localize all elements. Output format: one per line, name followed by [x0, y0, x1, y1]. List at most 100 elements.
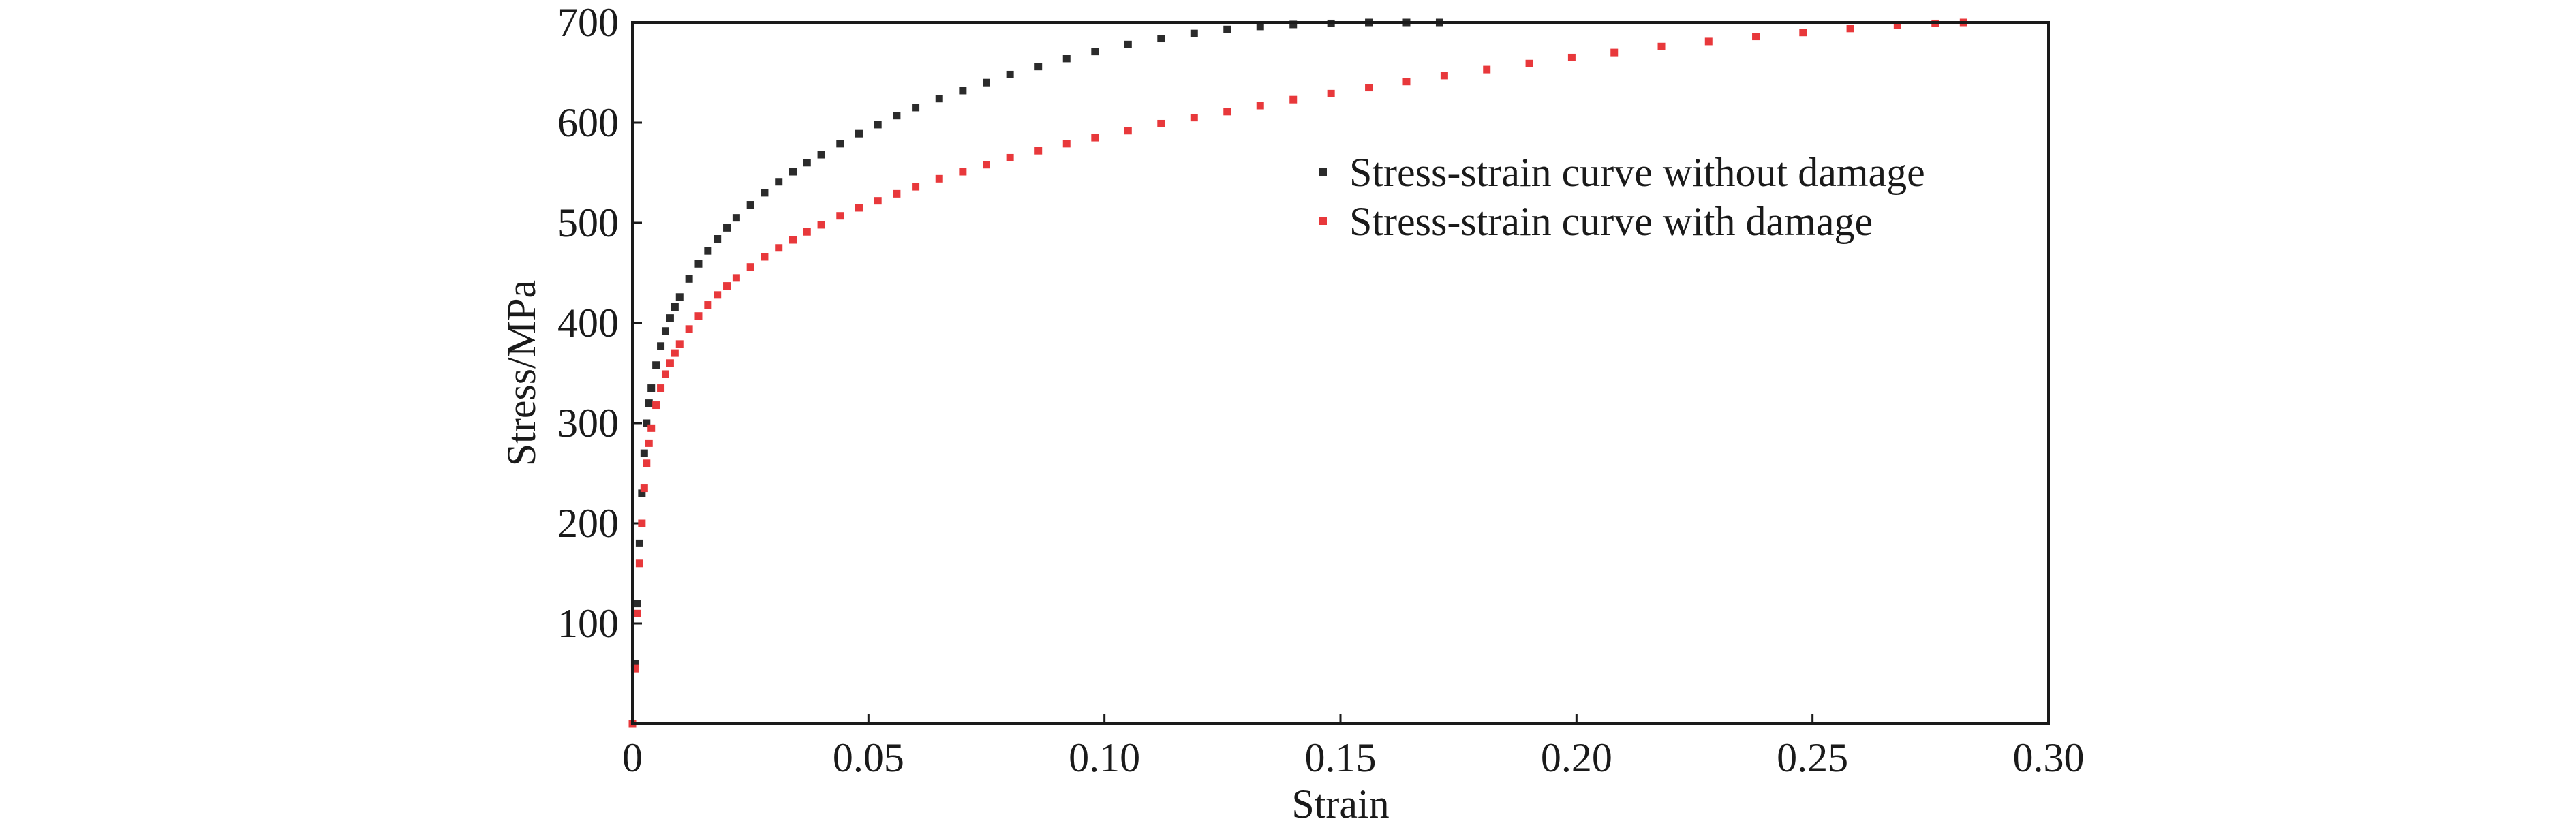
data-point — [1289, 95, 1298, 104]
data-point — [1091, 48, 1099, 56]
data-point — [694, 260, 703, 268]
x-tick-label: 0.10 — [1069, 735, 1140, 780]
data-point — [912, 183, 920, 191]
data-point — [935, 95, 943, 103]
data-point — [685, 275, 693, 283]
data-point — [704, 301, 712, 309]
data-point — [1157, 35, 1165, 43]
data-point — [803, 228, 811, 236]
data-point — [836, 212, 844, 220]
data-point — [675, 293, 684, 301]
data-point — [666, 359, 674, 367]
data-point — [775, 178, 783, 186]
data-point — [1893, 21, 1901, 29]
data-point — [761, 253, 769, 261]
data-point — [1402, 78, 1411, 86]
data-point — [630, 664, 639, 673]
data-point — [959, 168, 967, 176]
data-point — [1327, 89, 1335, 97]
data-point — [666, 314, 674, 322]
data-point — [874, 121, 882, 129]
data-point — [638, 489, 646, 497]
data-point — [1006, 70, 1014, 78]
data-point — [761, 189, 769, 197]
y-tick-label: 600 — [557, 100, 619, 145]
data-point — [723, 224, 731, 232]
x-tick-label: 0.25 — [1777, 735, 1848, 780]
data-point — [1223, 108, 1231, 116]
data-point — [1256, 22, 1264, 31]
data-point — [912, 104, 920, 112]
data-point — [746, 201, 754, 209]
data-point — [1190, 114, 1198, 122]
data-point — [704, 247, 712, 255]
data-point — [647, 384, 656, 392]
data-point — [1846, 25, 1854, 33]
data-point — [893, 112, 901, 120]
data-point — [714, 291, 722, 299]
data-point — [817, 151, 825, 159]
data-point — [1190, 29, 1198, 37]
data-point — [647, 424, 656, 432]
data-point — [694, 312, 703, 320]
y-axis-label: Stress/MPa — [499, 280, 544, 466]
data-point — [633, 609, 641, 617]
x-axis-ticks: 0 0.05 0.10 0.15 0.20 0.25 0.30 — [622, 714, 2085, 780]
data-point — [1440, 72, 1448, 80]
legend-marker — [1319, 168, 1327, 176]
data-point — [1223, 25, 1231, 33]
data-point — [1289, 20, 1298, 29]
x-tick-label: 0.15 — [1305, 735, 1377, 780]
data-point — [675, 340, 684, 348]
data-point — [874, 197, 882, 205]
data-point — [652, 361, 660, 369]
data-point — [1256, 102, 1264, 110]
x-tick-label: 0.20 — [1541, 735, 1612, 780]
data-point — [1525, 59, 1533, 67]
data-point — [640, 449, 648, 457]
data-point — [983, 78, 990, 87]
data-point — [635, 559, 643, 568]
legend-label: Stress-strain curve without damage — [1349, 150, 1925, 195]
data-point — [657, 384, 665, 392]
y-tick-label: 100 — [557, 601, 619, 646]
data-point — [671, 349, 679, 357]
data-point — [1062, 55, 1071, 63]
data-point — [1567, 53, 1576, 61]
data-point — [661, 370, 669, 378]
y-tick-label: 400 — [557, 301, 619, 345]
data-point — [836, 140, 844, 148]
data-point — [1124, 40, 1132, 48]
data-point — [1124, 127, 1132, 135]
data-point — [746, 263, 754, 271]
data-point — [643, 459, 651, 467]
data-point — [1157, 119, 1165, 127]
data-point — [855, 129, 863, 138]
data-point — [1483, 65, 1491, 74]
y-tick-label: 200 — [557, 501, 619, 546]
plot-area-frame — [631, 21, 2050, 725]
data-point — [732, 214, 740, 222]
data-point — [714, 235, 722, 243]
data-point — [732, 274, 740, 282]
data-point — [817, 221, 825, 229]
data-point — [1062, 140, 1071, 148]
x-tick-label: 0.05 — [833, 735, 904, 780]
x-tick-label: 0 — [622, 735, 643, 780]
y-axis-ticks: 100 200 300 400 500 600 700 — [557, 0, 642, 646]
y-tick-label: 300 — [557, 401, 619, 446]
legend: Stress-strain curve without damageStress… — [1319, 150, 1925, 244]
data-point — [1034, 147, 1043, 155]
legend-label: Stress-strain curve with damage — [1349, 199, 1873, 244]
data-point — [638, 519, 646, 527]
data-point — [1704, 37, 1713, 46]
data-point — [643, 419, 651, 427]
series-layer — [628, 18, 1967, 728]
data-point — [652, 401, 660, 410]
data-point — [1091, 134, 1099, 142]
data-point — [657, 342, 665, 350]
x-axis-label: Strain — [1291, 782, 1389, 827]
data-point — [775, 244, 783, 252]
